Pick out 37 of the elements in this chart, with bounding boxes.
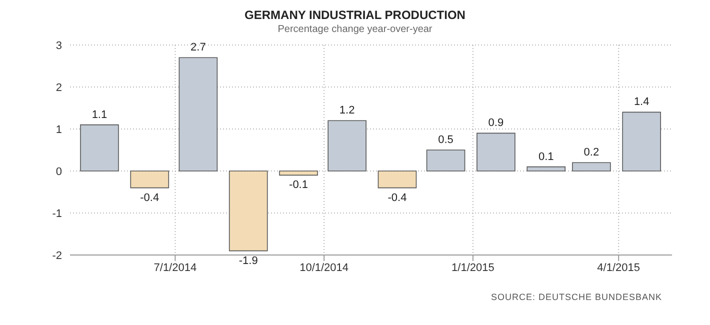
bar [572, 162, 611, 172]
y-tick-label: -2 [52, 250, 62, 262]
bar [228, 170, 268, 252]
bar [279, 170, 318, 176]
y-tick-label: 3 [56, 40, 62, 52]
chart-title: GERMANY INDUSTRIAL PRODUCTION [244, 8, 466, 22]
chart-subtitle: Percentage change year-over-year [276, 24, 434, 35]
data-label: 1.4 [634, 96, 650, 108]
x-tick-label: 10/1/2014 [300, 262, 349, 274]
y-tick-label: -1 [52, 208, 62, 220]
bar [178, 57, 218, 172]
data-label: 2.7 [190, 42, 206, 54]
y-tick-label: 2 [56, 82, 62, 94]
bar [80, 124, 119, 172]
data-label: 1.1 [92, 108, 108, 121]
data-label: -0.4 [140, 192, 160, 204]
bar [328, 120, 366, 172]
data-label: 0.9 [488, 117, 504, 130]
y-tick-label: 1 [56, 124, 62, 136]
data-label: -0.4 [388, 192, 407, 204]
x-tick-label: 1/1/2015 [452, 262, 494, 274]
bar [378, 170, 417, 188]
data-label: 0.2 [584, 146, 600, 159]
data-label: 0.1 [538, 150, 554, 163]
y-tick-label: 0 [56, 166, 62, 178]
source-note: SOURCE: DEUTSCHE BUNDESBANK [490, 292, 663, 302]
data-label: -0.1 [289, 179, 308, 192]
x-tick-label: 4/1/2015 [597, 262, 640, 274]
data-label: 1.2 [339, 104, 355, 117]
data-label: -1.9 [238, 254, 258, 267]
bar [622, 112, 661, 172]
bar [426, 150, 466, 172]
bar [526, 166, 566, 172]
x-tick-label: 7/1/2014 [154, 262, 197, 274]
bar [476, 132, 516, 172]
data-label: 0.5 [438, 134, 454, 146]
bar [130, 170, 170, 188]
